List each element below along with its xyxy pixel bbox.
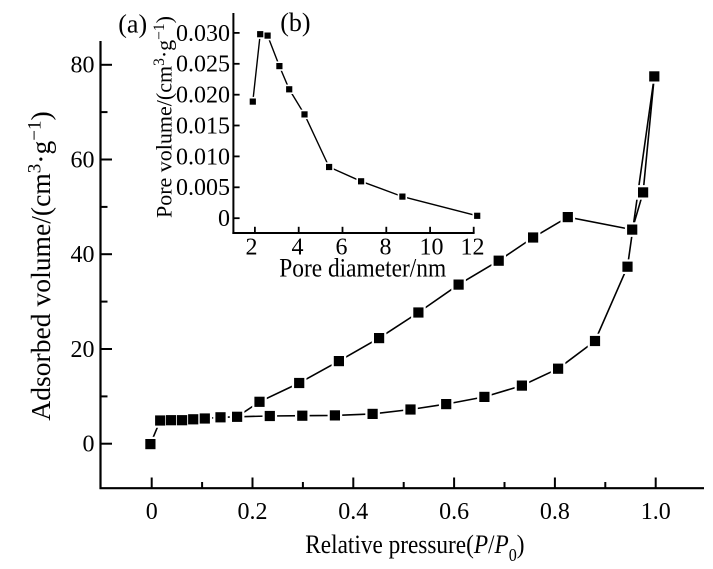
- svg-text:0.025: 0.025: [176, 52, 230, 78]
- svg-text:0.2: 0.2: [238, 499, 268, 525]
- svg-text:0: 0: [218, 206, 230, 232]
- svg-text:(a): (a): [118, 9, 147, 38]
- svg-text:40: 40: [71, 242, 95, 268]
- svg-text:(b): (b): [280, 8, 310, 37]
- svg-text:80: 80: [71, 53, 95, 79]
- svg-text:Pore diameter/nm: Pore diameter/nm: [279, 254, 446, 282]
- svg-text:0.6: 0.6: [439, 499, 469, 525]
- svg-text:20: 20: [71, 337, 95, 363]
- svg-text:12: 12: [461, 235, 485, 261]
- svg-text:2: 2: [246, 235, 258, 261]
- svg-text:8: 8: [380, 235, 392, 261]
- svg-text:Pore volume/(cm3·g−1): Pore volume/(cm3·g−1): [151, 16, 177, 218]
- svg-text:60: 60: [71, 147, 95, 173]
- svg-text:0.010: 0.010: [176, 144, 230, 170]
- svg-text:0.015: 0.015: [176, 113, 230, 139]
- svg-text:0.030: 0.030: [176, 21, 230, 47]
- svg-text:Adsorbed volume/(cm3·g−1): Adsorbed volume/(cm3·g−1): [25, 111, 57, 420]
- svg-text:0.005: 0.005: [176, 175, 230, 201]
- svg-text:0.8: 0.8: [540, 499, 570, 525]
- svg-text:10: 10: [420, 235, 444, 261]
- svg-text:6: 6: [336, 235, 348, 261]
- svg-text:1.0: 1.0: [641, 499, 671, 525]
- svg-text:0.4: 0.4: [338, 499, 368, 525]
- svg-text:0.020: 0.020: [176, 83, 230, 109]
- svg-text:0: 0: [83, 432, 95, 458]
- svg-text:4: 4: [292, 235, 304, 261]
- svg-text:0: 0: [146, 499, 158, 525]
